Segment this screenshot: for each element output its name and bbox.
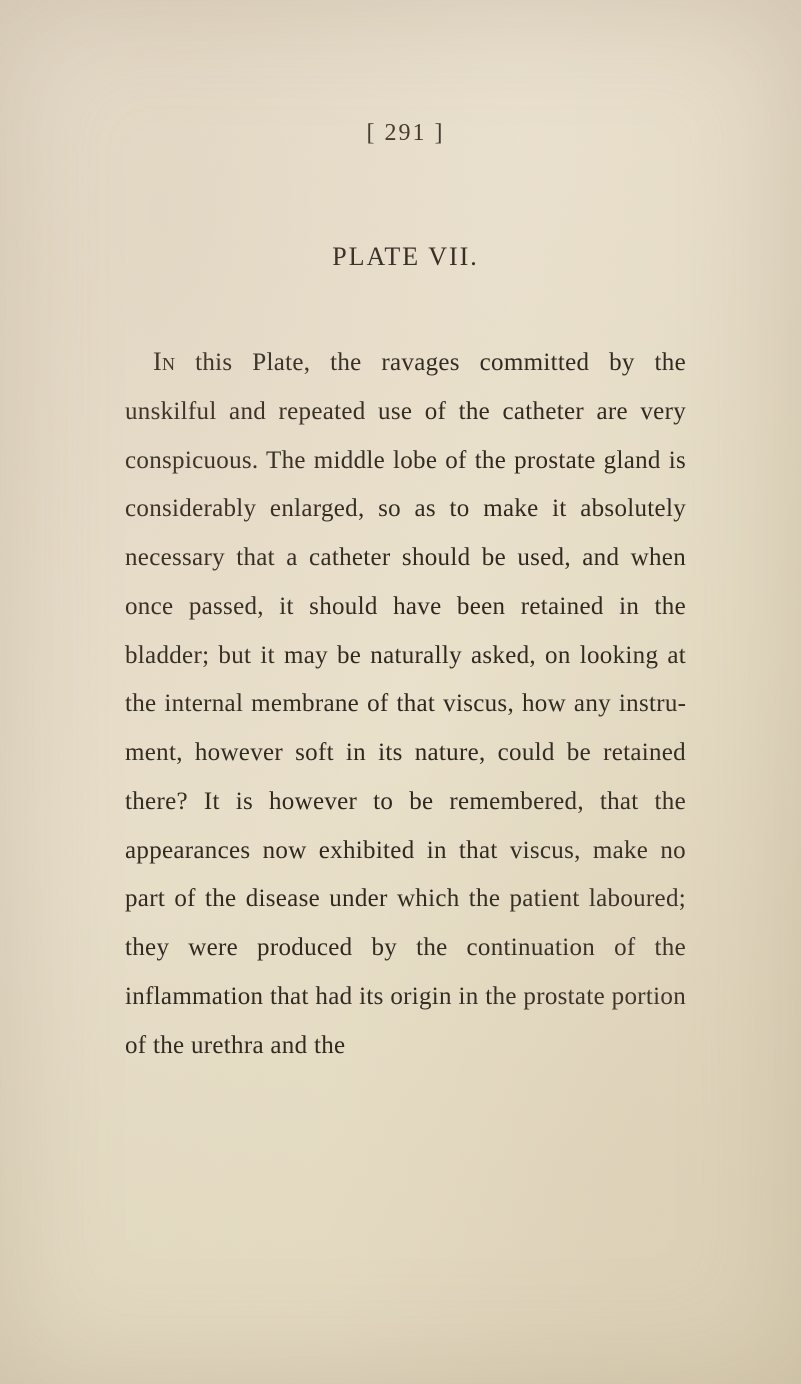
paragraph-lead-word: In bbox=[153, 347, 175, 376]
page-number: [ 291 ] bbox=[125, 120, 686, 147]
plate-title: PLATE VII. bbox=[125, 242, 686, 272]
paragraph-body: this Plate, the ravages committed by the… bbox=[125, 349, 686, 1059]
body-paragraph: In this Plate, the ravages committed by … bbox=[125, 337, 686, 1070]
document-page: [ 291 ] PLATE VII. In this Plate, the ra… bbox=[0, 0, 801, 1384]
